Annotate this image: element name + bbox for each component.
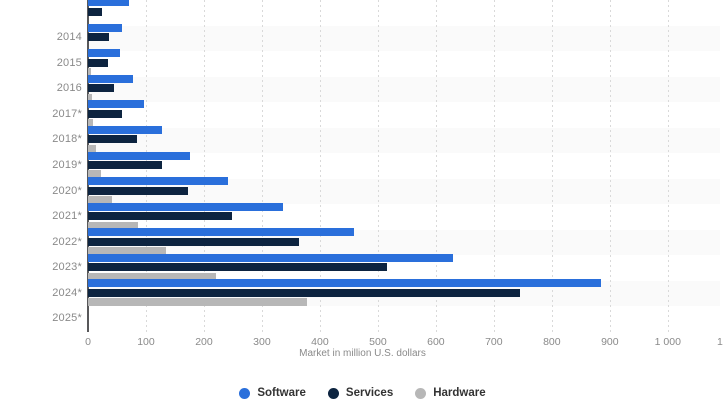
bar-group bbox=[88, 74, 720, 103]
gridline bbox=[493, 0, 495, 332]
bar-hardware[interactable] bbox=[88, 68, 91, 77]
gridline bbox=[319, 0, 321, 332]
bar-group bbox=[88, 23, 720, 52]
bar-services[interactable] bbox=[88, 288, 520, 297]
row-band bbox=[88, 76, 720, 103]
bar-hardware[interactable] bbox=[88, 196, 112, 205]
x-axis-tick-label: 300 bbox=[253, 336, 271, 348]
bar-group bbox=[88, 49, 720, 77]
bar-software[interactable] bbox=[88, 177, 229, 186]
bar-hardware[interactable] bbox=[88, 272, 217, 281]
y-axis-labels: 2014 2015 2016 2017* 2018* 2019* 2020* 2021* 202… bbox=[0, 0, 86, 332]
legend-item-software[interactable]: Software bbox=[239, 387, 306, 399]
x-axis-title: Market in million U.S. dollars bbox=[299, 348, 426, 359]
gridline bbox=[667, 0, 669, 332]
bar-software[interactable] bbox=[88, 0, 129, 7]
y-axis-tick-label: 2014 bbox=[56, 31, 82, 44]
bar-services[interactable] bbox=[88, 109, 122, 118]
bar-group bbox=[88, 202, 720, 230]
bar-hardware[interactable] bbox=[88, 93, 93, 102]
bar-software[interactable] bbox=[88, 49, 120, 58]
x-axis-tick-label: 700 bbox=[485, 336, 503, 348]
legend-label: Services bbox=[345, 387, 394, 399]
bar-hardware[interactable] bbox=[88, 221, 139, 230]
legend-item-services[interactable]: Services bbox=[327, 387, 394, 399]
y-axis-tick-label: 2023* bbox=[52, 261, 82, 274]
bar-hardware[interactable] bbox=[88, 247, 167, 256]
x-axis-tick-label: 600 bbox=[427, 336, 445, 348]
bar-software[interactable] bbox=[88, 151, 191, 160]
bar-group bbox=[88, 306, 720, 332]
x-axis-tick-label: 0 bbox=[85, 336, 91, 348]
bar-group bbox=[88, 100, 720, 128]
gridline bbox=[261, 0, 263, 332]
chart-legend: Software Services Hardware bbox=[0, 387, 725, 399]
y-axis-tick-label: 2019* bbox=[52, 159, 82, 171]
gridline bbox=[609, 0, 611, 332]
row-band bbox=[88, 127, 720, 154]
plot-area bbox=[87, 0, 720, 332]
y-axis-tick-label: 2017* bbox=[52, 107, 82, 120]
bar-software[interactable] bbox=[88, 125, 163, 134]
bar-services[interactable] bbox=[88, 84, 115, 93]
bar-software[interactable] bbox=[88, 100, 144, 109]
bar-services[interactable] bbox=[88, 263, 388, 272]
bar-group bbox=[88, 279, 720, 307]
gridline bbox=[435, 0, 437, 332]
bar-group bbox=[88, 125, 720, 154]
y-axis-tick-label: 2018* bbox=[52, 133, 82, 146]
circle-icon bbox=[327, 387, 339, 399]
x-axis-tick-label: 400 bbox=[311, 336, 329, 348]
x-axis-tick-label: 1 ... bbox=[717, 336, 725, 348]
bar-software[interactable] bbox=[88, 23, 122, 32]
bar-services[interactable] bbox=[88, 33, 110, 42]
x-axis-tick-label: 1 000 bbox=[654, 336, 681, 348]
circle-icon bbox=[239, 387, 251, 399]
bar-hardware[interactable] bbox=[88, 119, 94, 128]
bar-services[interactable] bbox=[88, 237, 300, 246]
bar-group bbox=[88, 151, 720, 179]
bar-hardware[interactable] bbox=[88, 298, 308, 307]
bar-group bbox=[88, 228, 720, 256]
bar-group bbox=[88, 0, 720, 26]
y-axis-tick-label: 2020* bbox=[52, 184, 82, 197]
bar-software[interactable] bbox=[88, 253, 454, 262]
bars bbox=[88, 0, 720, 332]
x-axis-tick-label: 800 bbox=[543, 336, 561, 348]
bar-software[interactable] bbox=[88, 228, 355, 237]
bar-group bbox=[88, 177, 720, 205]
y-axis-tick-label: 2016 bbox=[56, 82, 82, 95]
y-axis-tick-label: 2024* bbox=[52, 286, 82, 299]
legend-item-hardware[interactable]: Hardware bbox=[415, 387, 486, 399]
bar-hardware[interactable] bbox=[88, 144, 97, 153]
x-axis-labels: 0 100 200 300 400 500 600 700 800 900 1 000 1 ... bbox=[0, 336, 725, 354]
gridline bbox=[551, 0, 553, 332]
bar-services[interactable] bbox=[88, 186, 188, 195]
x-axis-tick-label: 200 bbox=[195, 336, 213, 348]
bar-services[interactable] bbox=[88, 7, 103, 16]
bar-group bbox=[88, 253, 720, 281]
legend-label: Software bbox=[257, 387, 306, 399]
x-axis-tick-label: 500 bbox=[369, 336, 387, 348]
gridline bbox=[377, 0, 379, 332]
bar-software[interactable] bbox=[88, 202, 283, 211]
bar-software[interactable] bbox=[88, 279, 602, 288]
row-band bbox=[88, 25, 720, 52]
bar-services[interactable] bbox=[88, 160, 163, 169]
x-axis-tick-label: 900 bbox=[601, 336, 619, 348]
bar-software[interactable] bbox=[88, 74, 134, 83]
bar-services[interactable] bbox=[88, 58, 109, 67]
legend-label: Hardware bbox=[433, 387, 486, 399]
gridline bbox=[203, 0, 205, 332]
y-axis-tick-label: 2015 bbox=[56, 56, 82, 69]
y-axis-tick-label: 2021* bbox=[52, 210, 82, 223]
x-axis-tick-label: 100 bbox=[137, 336, 155, 348]
bar-hardware[interactable] bbox=[88, 170, 102, 179]
y-axis-tick-label: 2022* bbox=[52, 235, 82, 248]
bar-services[interactable] bbox=[88, 212, 233, 221]
circle-icon bbox=[415, 387, 427, 399]
bar-services[interactable] bbox=[88, 135, 138, 144]
y-axis-tick-label: 2025* bbox=[52, 312, 82, 325]
